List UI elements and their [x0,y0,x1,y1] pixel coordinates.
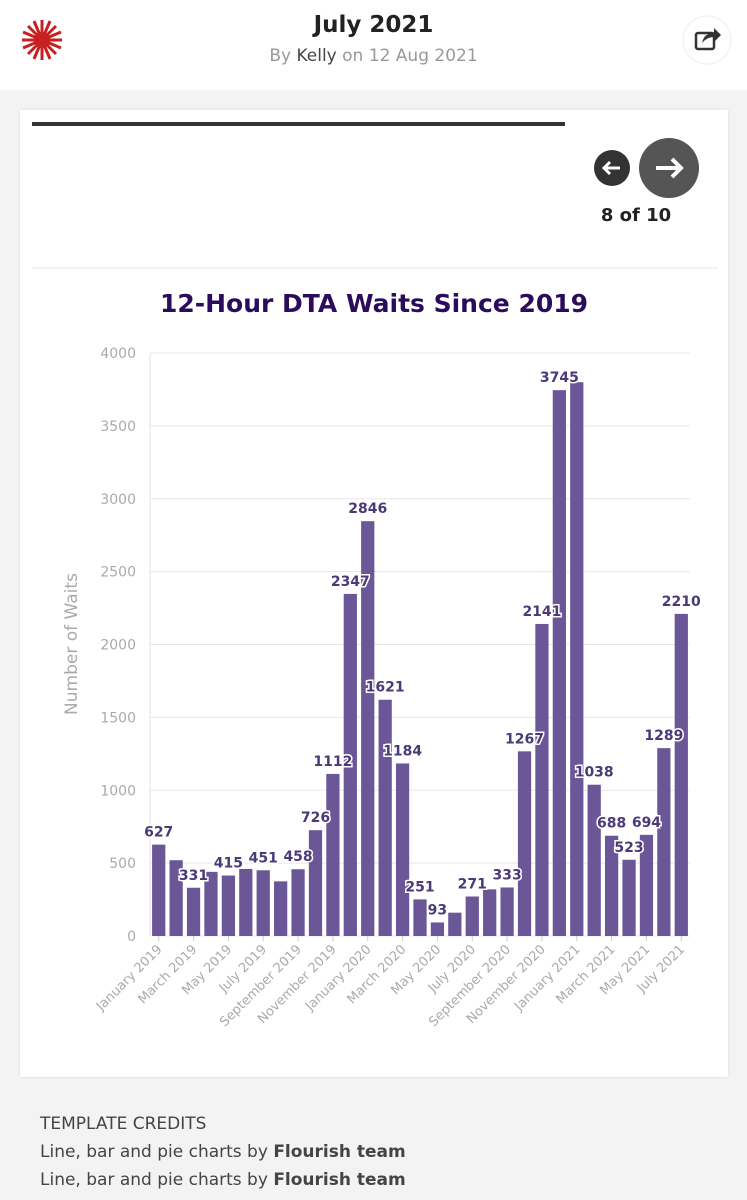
slide-position: 8 of 10 [601,205,671,226]
by: By [269,46,292,66]
data-label: 1289 [644,728,683,744]
bar [674,613,688,936]
data-label: 271 [458,877,487,893]
data-label: 415 [214,856,243,872]
data-label: 333 [492,867,521,883]
y-tick-label: 3500 [100,419,136,435]
data-label: 1112 [313,754,352,770]
bar [587,784,601,936]
bar [291,869,305,936]
bar [152,844,166,936]
data-label: 451 [249,850,278,866]
credit-text: Line, bar and pie charts by [40,1170,268,1190]
y-tick-label: 4000 [100,346,136,362]
data-label: 688 [597,816,626,832]
bar [465,896,479,936]
y-tick-label: 2500 [100,565,136,581]
credits: TEMPLATE CREDITS Line, bar and pie chart… [40,1110,406,1194]
data-label: 458 [283,849,312,865]
data-label: 2141 [522,604,561,620]
credit-author[interactable]: Flourish team [273,1170,406,1190]
bar [378,699,392,936]
chart-title: 12-Hour DTA Waits Since 2019 [160,289,588,318]
logo[interactable] [20,18,70,68]
credit-line: Line, bar and pie charts by Flourish tea… [40,1166,406,1194]
bar [169,860,183,936]
bar [570,382,584,936]
credit-line: Line, bar and pie charts by Flourish tea… [40,1138,406,1166]
data-label: 627 [144,825,173,841]
bar [343,593,357,936]
data-label: 1184 [383,743,422,759]
y-tick-label: 2000 [100,638,136,654]
data-label: 1267 [505,731,544,747]
chart: 8 of 10 12-Hour DTA Waits Since 2019 Num… [32,122,718,1030]
on: on [342,46,364,66]
data-label: 331 [179,868,208,884]
author[interactable]: Kelly [296,46,337,66]
data-label: 1621 [366,680,405,696]
bar [361,521,375,936]
card: 8 of 10 12-Hour DTA Waits Since 2019 Num… [20,110,728,1077]
bar [639,834,654,936]
y-tick-label: 1500 [100,710,136,726]
bar [186,887,201,936]
y-tick-label: 0 [127,929,136,945]
bar [256,870,270,936]
title: July 2021 [313,12,434,38]
progress-bar [32,122,565,126]
byline: By Kelly on 12 Aug 2021 [0,46,747,66]
share-button[interactable] [682,15,732,65]
data-label: 2347 [331,574,370,590]
bar [500,887,514,936]
header: July 2021 By Kelly on 12 Aug 2021 [0,0,747,90]
data-label: 726 [301,810,330,826]
data-label: 523 [614,840,643,856]
bar [326,773,340,936]
bar [535,623,549,936]
bar [604,835,619,936]
bar [308,830,323,936]
credit-author[interactable]: Flourish team [273,1142,406,1162]
y-axis-title: Number of Waits [62,573,82,715]
bar [552,390,566,936]
bar [395,763,410,936]
bar [239,868,253,936]
data-label: 251 [405,879,434,895]
bar [622,859,636,936]
y-tick-label: 500 [109,856,136,872]
bar [448,912,462,936]
bar [657,748,671,936]
data-label: 93 [428,902,447,918]
bar [483,889,497,936]
data-label: 2210 [662,594,701,610]
bar [517,751,532,936]
date: 12 Aug 2021 [368,46,478,66]
credits-heading: TEMPLATE CREDITS [40,1114,207,1134]
bar [413,899,427,936]
y-tick-label: 3000 [100,492,136,508]
data-label: 694 [632,815,661,831]
bar [221,875,236,936]
bar [274,881,288,936]
data-label: 1038 [575,765,614,781]
y-tick-label: 1000 [100,783,136,799]
bar [204,871,218,936]
credit-text: Line, bar and pie charts by [40,1142,268,1162]
data-label: 2846 [348,501,387,517]
data-label: 3745 [540,370,579,386]
bar [430,922,445,936]
